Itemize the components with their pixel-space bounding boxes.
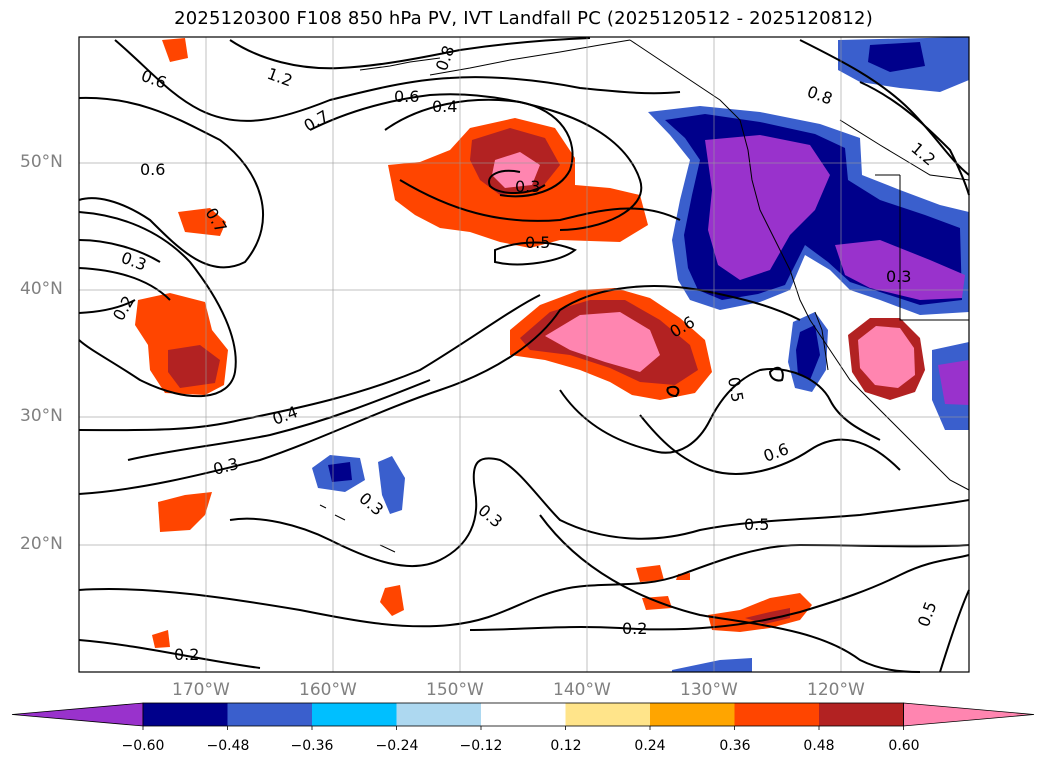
colorbar-swatch [227, 703, 313, 726]
colorbar-tick-label: 0.24 [634, 738, 666, 754]
colorbar-swatch [565, 703, 651, 726]
contour-label: 0.2 [622, 619, 647, 638]
colorbar-tick-label: 0.36 [719, 738, 751, 754]
colorbar-extend-high [903, 702, 1035, 727]
lat-label-50n: 50°N [20, 152, 63, 172]
map-title: 2025120300 F108 850 hPa PV, IVT Landfall… [174, 8, 873, 29]
lat-label-40n: 40°N [20, 279, 63, 299]
lon-label-130w: 130°W [680, 680, 738, 700]
colorbar-tick-label: 0.12 [550, 738, 582, 754]
shaded-anomaly-fields [135, 37, 969, 672]
lon-label-150w: 150°W [426, 680, 484, 700]
contour-label: 0.3 [886, 267, 911, 286]
contour-label: 0.2 [174, 645, 199, 664]
contour-label: 0.3 [515, 177, 540, 196]
colorbar-tick-label: −0.36 [290, 738, 334, 754]
colorbar-swatch [819, 703, 904, 726]
colorbar-extend-low [11, 702, 144, 727]
lon-label-120w: 120°W [807, 680, 865, 700]
colorbar-swatch [143, 703, 228, 726]
colorbar-tick-label: −0.60 [121, 738, 165, 754]
colorbar-swatch [734, 703, 820, 726]
contour-label: 0.5 [744, 515, 769, 534]
grid-lines [79, 37, 969, 672]
lat-label-20n: 20°N [20, 534, 63, 554]
colorbar-tick-label: −0.12 [459, 738, 503, 754]
colorbar-tick-label: −0.24 [375, 738, 419, 754]
contour-label: 0.6 [394, 87, 419, 106]
map-frame [78, 36, 970, 673]
lon-label-170w: 170°W [172, 680, 230, 700]
coastlines [319, 39, 970, 553]
colorbar-swatch [312, 703, 397, 726]
colorbar-tick-label: −0.48 [206, 738, 250, 754]
contour-label: 0.4 [432, 97, 457, 116]
colorbar-swatch [481, 703, 566, 726]
colorbar-swatch [650, 703, 735, 726]
contour-label: 0.5 [724, 375, 747, 403]
colorbar-swatch [396, 703, 482, 726]
contour-label: 0.6 [140, 160, 165, 179]
colorbar-tick-label: 0.48 [803, 738, 835, 754]
colorbar-outline [142, 702, 904, 727]
colorbar [11, 702, 1035, 730]
colorbar-tick-label: 0.60 [888, 738, 920, 754]
lon-label-160w: 160°W [299, 680, 357, 700]
lon-label-140w: 140°W [553, 680, 611, 700]
contour-label: 0.5 [525, 233, 550, 252]
lat-label-30n: 30°N [20, 406, 63, 426]
